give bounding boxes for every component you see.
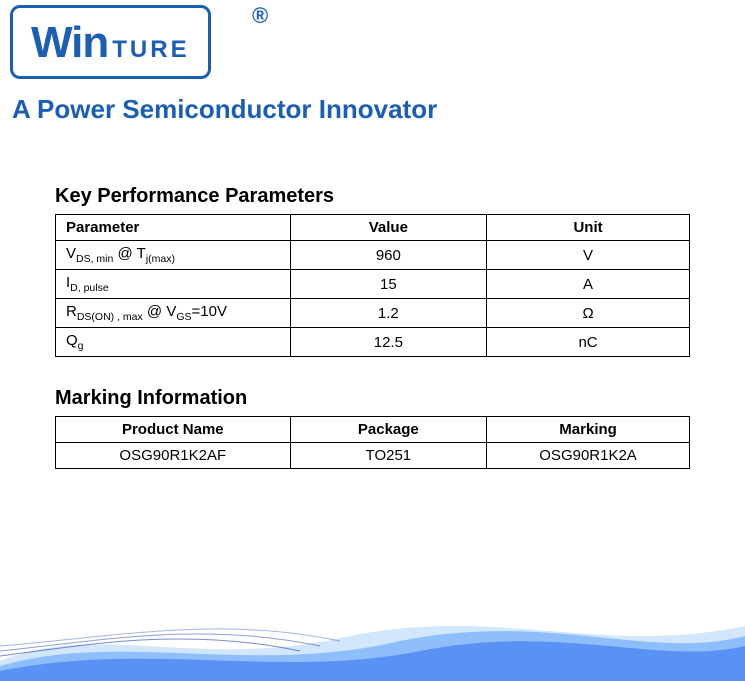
- table-header-row: Product Name Package Marking: [56, 417, 690, 443]
- table-header-row: Parameter Value Unit: [56, 215, 690, 241]
- logo-ture-text: TURE: [112, 36, 189, 63]
- header-parameter: Parameter: [56, 215, 291, 241]
- table-row: Qg12.5nC: [56, 328, 690, 357]
- logo-win-text: Win: [31, 18, 108, 67]
- unit-cell: V: [487, 241, 690, 270]
- unit-cell: nC: [487, 328, 690, 357]
- performance-section: Key Performance Parameters Parameter Val…: [55, 185, 690, 357]
- header-marking: Marking: [487, 417, 690, 443]
- value-cell: 12.5: [290, 328, 487, 357]
- header-product: Product Name: [56, 417, 291, 443]
- param-cell: ID, pulse: [56, 270, 291, 299]
- performance-title: Key Performance Parameters: [55, 185, 690, 208]
- wave-decoration: [0, 601, 745, 681]
- value-cell: 960: [290, 241, 487, 270]
- marking-title: Marking Information: [55, 387, 690, 410]
- header-value: Value: [290, 215, 487, 241]
- table-row: VDS, min @ Tj(max)960V: [56, 241, 690, 270]
- table-row: ID, pulse15A: [56, 270, 690, 299]
- registered-icon: ®: [252, 3, 268, 29]
- header-unit: Unit: [487, 215, 690, 241]
- wave-icon: [0, 601, 745, 681]
- param-cell: Qg: [56, 328, 291, 357]
- logo-box: WinTURE: [10, 5, 211, 79]
- product-cell: OSG90R1K2AF: [56, 443, 291, 469]
- header-package: Package: [290, 417, 487, 443]
- marking-section: Marking Information Product Name Package…: [55, 387, 690, 469]
- table-row: RDS(ON) , max @ VGS=10V1.2Ω: [56, 299, 690, 328]
- marking-cell: OSG90R1K2A: [487, 443, 690, 469]
- performance-table: Parameter Value Unit VDS, min @ Tj(max)9…: [55, 214, 690, 357]
- logo-container: WinTURE ®: [10, 5, 745, 79]
- param-cell: RDS(ON) , max @ VGS=10V: [56, 299, 291, 328]
- unit-cell: A: [487, 270, 690, 299]
- tagline: A Power Semiconductor Innovator: [12, 94, 745, 125]
- marking-table: Product Name Package Marking OSG90R1K2AF…: [55, 416, 690, 469]
- unit-cell: Ω: [487, 299, 690, 328]
- param-cell: VDS, min @ Tj(max): [56, 241, 291, 270]
- value-cell: 15: [290, 270, 487, 299]
- value-cell: 1.2: [290, 299, 487, 328]
- package-cell: TO251: [290, 443, 487, 469]
- table-row: OSG90R1K2AFTO251OSG90R1K2A: [56, 443, 690, 469]
